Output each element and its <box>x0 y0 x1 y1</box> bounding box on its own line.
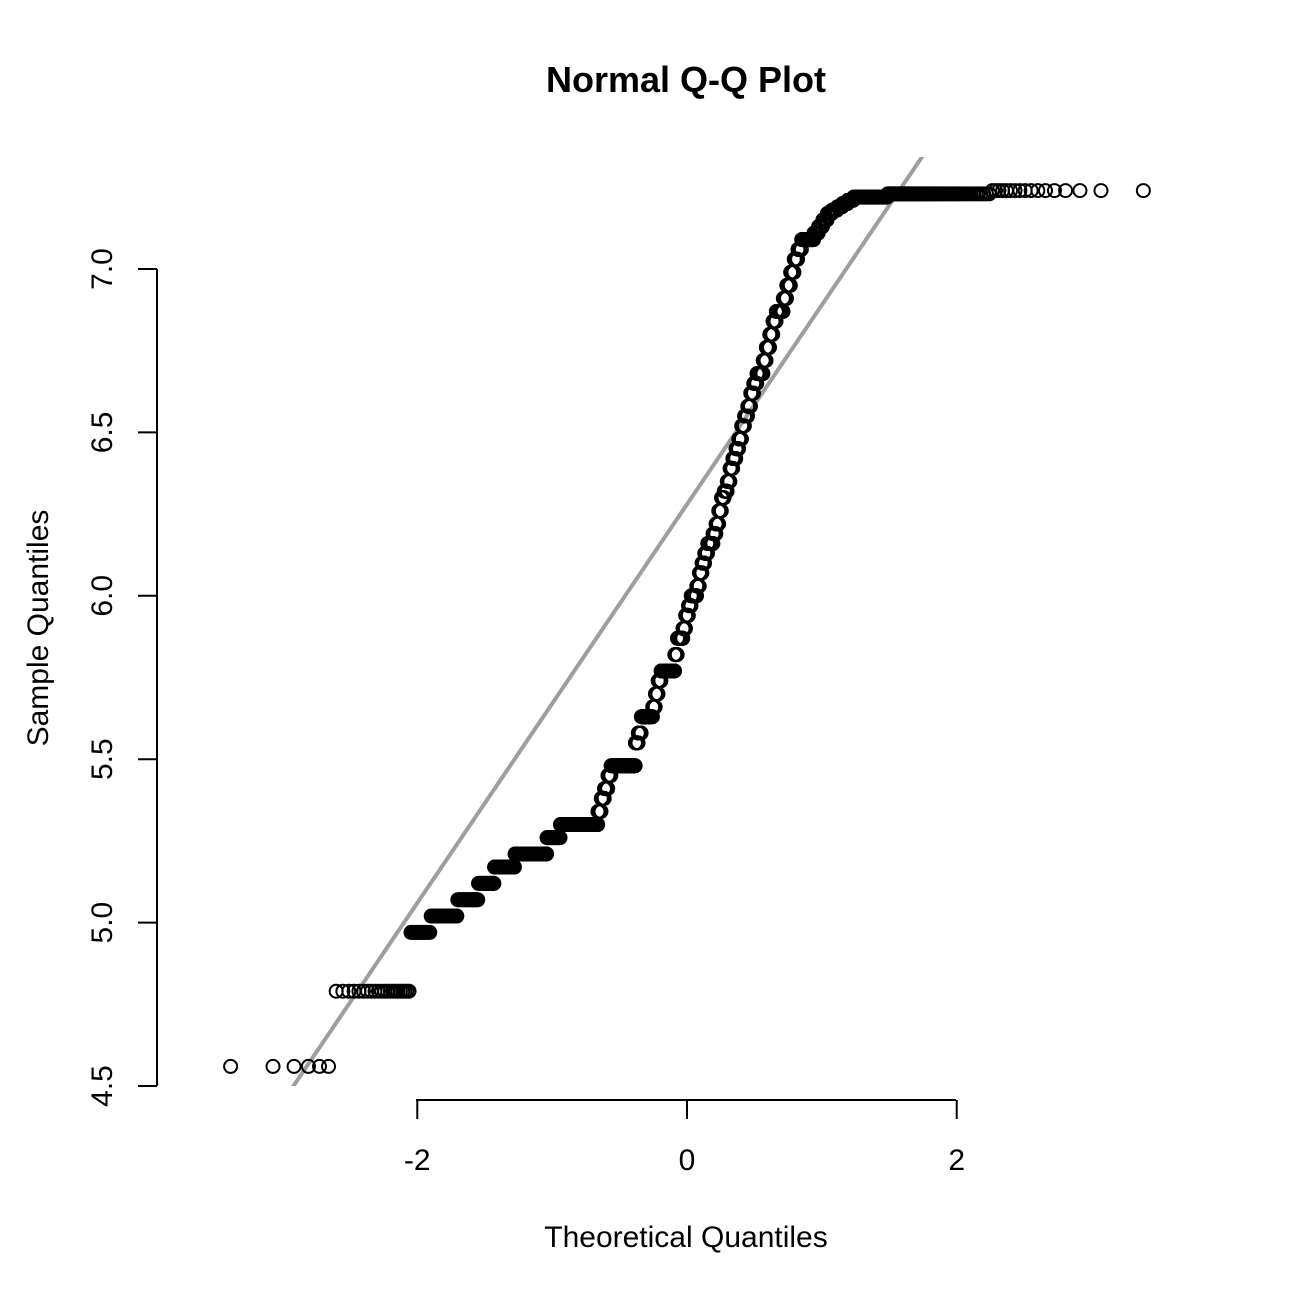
data-point <box>1047 183 1062 199</box>
data-point <box>694 565 710 581</box>
y-axis: 4.5 5.0 5.5 6.0 6.5 7.0 <box>86 248 158 1107</box>
data-point <box>596 790 612 806</box>
y-tick-label: 7.0 <box>86 248 119 290</box>
x-tick-label: 2 <box>948 1144 965 1177</box>
y-tick-label: 6.5 <box>86 412 119 454</box>
data-point <box>669 647 685 663</box>
data-point <box>223 1058 239 1074</box>
data-point <box>731 441 747 457</box>
data-points <box>223 183 1151 1074</box>
data-point <box>422 924 438 940</box>
data-point <box>1023 183 1039 199</box>
data-point <box>341 983 357 999</box>
data-point <box>1030 183 1046 199</box>
y-tick-label: 5.0 <box>86 902 119 944</box>
data-point <box>300 1058 316 1074</box>
data-point <box>360 983 376 999</box>
data-point <box>1012 183 1028 199</box>
qq-reference-line <box>291 157 925 1086</box>
data-point <box>719 483 735 499</box>
y-axis-label: Sample Quantiles <box>22 510 55 747</box>
data-point <box>736 418 752 434</box>
data-point <box>1093 183 1109 199</box>
data-point <box>265 1058 281 1074</box>
data-point <box>286 1058 302 1074</box>
y-tick-label: 4.5 <box>86 1065 119 1107</box>
data-point <box>335 983 351 999</box>
data-point <box>1135 183 1151 199</box>
data-point <box>630 735 646 751</box>
x-tick-label: -2 <box>404 1144 431 1177</box>
data-point <box>705 536 721 552</box>
data-point <box>644 709 660 725</box>
data-point <box>708 526 724 542</box>
data-point <box>1072 183 1088 199</box>
data-point <box>470 892 486 908</box>
y-tick-label: 6.0 <box>86 575 119 617</box>
data-point <box>680 607 696 623</box>
chart-title: Normal Q-Q Plot <box>546 59 826 100</box>
data-point <box>725 460 741 476</box>
data-point <box>675 630 691 646</box>
reference-line-group <box>291 157 925 1086</box>
data-point <box>1037 183 1053 199</box>
x-axis-label: Theoretical Quantiles <box>544 1221 827 1254</box>
data-point <box>667 663 683 679</box>
data-point <box>1007 183 1023 199</box>
x-axis: -2 0 2 <box>404 1099 965 1177</box>
data-point <box>312 1058 327 1074</box>
data-point <box>1003 183 1019 199</box>
data-point <box>740 408 756 424</box>
data-point <box>728 451 744 467</box>
data-point <box>689 588 705 604</box>
data-point <box>697 555 713 571</box>
data-point <box>401 983 417 999</box>
data-point <box>633 725 649 741</box>
data-point <box>539 846 555 862</box>
data-point <box>321 1058 337 1074</box>
data-point <box>486 875 502 891</box>
y-tick-label: 5.5 <box>86 738 119 780</box>
x-tick-label: 0 <box>679 1144 696 1177</box>
data-point <box>627 758 643 774</box>
data-point <box>1058 183 1074 199</box>
data-point <box>355 983 371 999</box>
data-point <box>745 385 761 401</box>
data-point <box>449 908 465 924</box>
data-point <box>790 251 806 267</box>
